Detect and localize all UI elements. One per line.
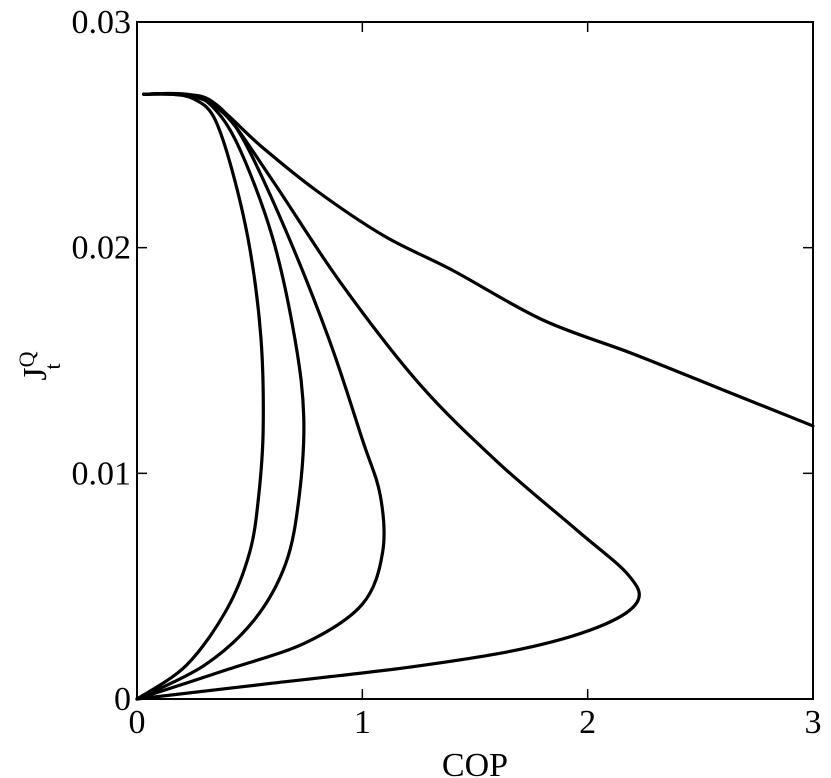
plot-frame [136,21,814,700]
curves [135,91,815,701]
x-tick-label: 3 [805,704,822,741]
y-axis-label: JQt [14,351,65,380]
x-tick-label: 1 [354,704,371,741]
y-axis-label-sup: Q [14,351,39,367]
x-axis-label: COP [442,747,508,778]
y-axis-label-main: J [17,367,54,380]
y-axis-label-sub: t [40,363,65,369]
y-tick-label: 0.01 [72,455,132,492]
y-tick-label: 0 [114,681,131,718]
tick-labels: 0 1 2 3 0 0.01 0.02 0.03 [72,4,822,741]
x-tick-label: 2 [579,704,596,741]
series-line-2 [135,91,306,701]
series-line-4 [135,92,641,701]
series-line-3 [135,92,386,701]
svg-text:JQt: JQt [14,351,65,380]
series-line-1 [135,92,265,701]
y-tick-label: 0.03 [72,4,132,41]
x-tick-label: 0 [129,704,146,741]
y-tick-label: 0.02 [72,230,132,267]
series-line-5 [142,91,815,428]
